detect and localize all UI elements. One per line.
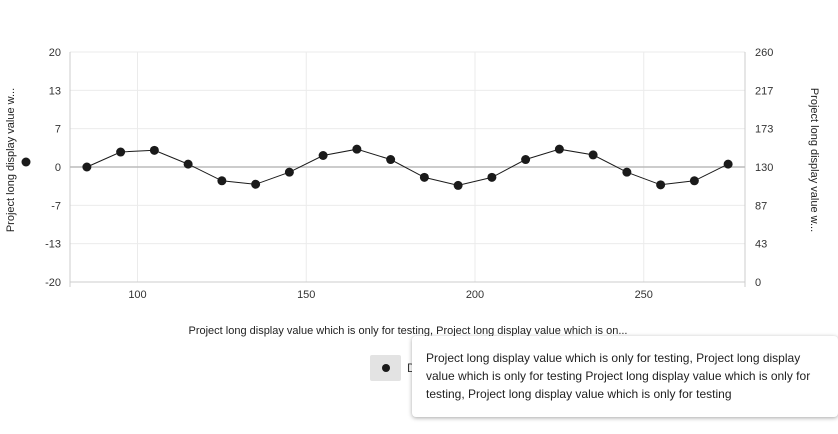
x-tick-label: 150	[297, 289, 315, 301]
data-point[interactable]	[689, 176, 699, 186]
data-point[interactable]	[284, 167, 294, 177]
legend-item-button[interactable]	[370, 355, 401, 381]
legend-dot-icon	[382, 364, 390, 372]
y-right-tick-label: 217	[755, 85, 773, 97]
data-point[interactable]	[723, 159, 733, 169]
y-right-tick-label: 173	[755, 124, 773, 136]
x-tick-label: 250	[635, 289, 653, 301]
tooltip-text: Project long display value which is only…	[426, 351, 811, 401]
data-point[interactable]	[217, 176, 227, 186]
data-point[interactable]	[622, 167, 632, 177]
data-point[interactable]	[656, 180, 666, 190]
y-left-tick-label: 0	[55, 162, 61, 174]
series-points[interactable]	[82, 144, 733, 190]
data-point[interactable]	[116, 147, 126, 157]
data-point[interactable]	[419, 172, 429, 182]
data-point[interactable]	[554, 144, 564, 154]
data-point[interactable]	[183, 159, 193, 169]
data-point[interactable]	[251, 179, 261, 189]
data-point[interactable]	[318, 151, 328, 160]
y-left-tick-label: 13	[49, 85, 61, 97]
x-tick-label: 100	[128, 289, 146, 301]
data-point[interactable]	[386, 155, 396, 165]
y-right-tick-label: 0	[755, 277, 761, 289]
y-left-tick-label: -20	[45, 277, 61, 289]
y-left-tick-label: 7	[55, 124, 61, 136]
y-left-tick-label: -7	[51, 200, 61, 212]
y-right-tick-label: 260	[755, 47, 773, 59]
data-point[interactable]	[149, 145, 159, 155]
y-right-tick-label: 130	[755, 162, 773, 174]
legend-item-label: D	[407, 361, 416, 375]
tick-labels: 20 13 7 0 -7 -13 -20 260 217 173 130 87 43 0 100 150 200…	[45, 47, 773, 301]
y-right-tick-label: 43	[755, 239, 767, 251]
tooltip: Project long display value which is only…	[412, 336, 838, 417]
axes	[69, 52, 746, 287]
y-right-tick-label: 87	[755, 200, 767, 212]
y-axis-right-title: Project long display value w...	[808, 88, 820, 232]
x-tick-label: 200	[466, 289, 484, 301]
y-axis-left-title: Project long display value w...	[5, 88, 17, 232]
x-axis-title: Project long display value which is only…	[188, 325, 627, 337]
data-point[interactable]	[352, 144, 362, 154]
data-point[interactable]	[588, 150, 598, 160]
data-point[interactable]	[82, 162, 92, 172]
y-left-tick-label: 20	[49, 47, 61, 59]
series-line	[86, 148, 729, 186]
series-line-path	[86, 148, 729, 186]
y-left-tick-label: -13	[45, 239, 61, 251]
data-point[interactable]	[487, 172, 497, 182]
data-point[interactable]	[521, 155, 531, 165]
y-axis-left-series-marker	[21, 157, 31, 167]
data-point[interactable]	[453, 180, 463, 190]
